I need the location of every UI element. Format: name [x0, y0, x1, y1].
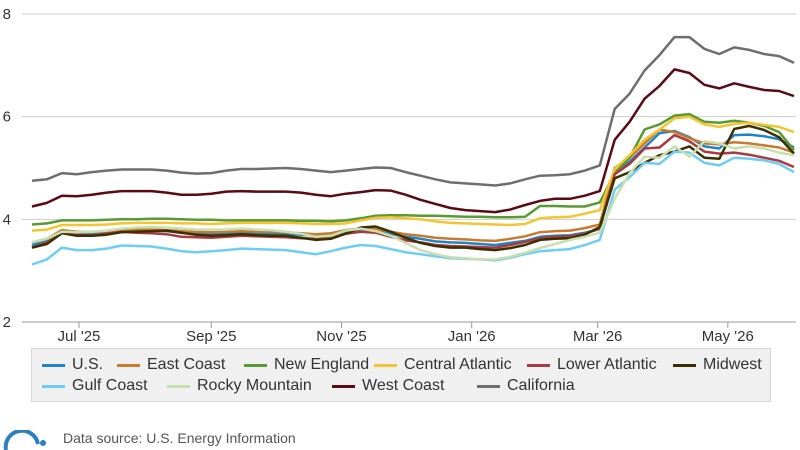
- legend-swatch: [527, 363, 550, 367]
- y-tick-label: 4: [3, 211, 11, 228]
- legend-item: U.S.: [42, 355, 103, 375]
- legend-label: Rocky Mountain: [197, 377, 312, 394]
- legend-swatch: [332, 384, 355, 388]
- legend-label: East Coast: [147, 356, 226, 373]
- legend-swatch: [42, 363, 65, 367]
- line-chart: 2 4 6 8 Jul '25 Sep '25 Nov '25 Jan '26 Mar '26…: [3, 6, 796, 345]
- legend-swatch: [673, 363, 696, 367]
- legend-label: New England: [274, 356, 370, 373]
- legend-item: Rocky Mountain: [167, 376, 312, 396]
- legend-item: West Coast: [332, 376, 444, 396]
- legend-swatch: [374, 363, 397, 367]
- legend-label: California: [507, 377, 575, 394]
- series-line-new-england: [31, 112, 795, 226]
- legend-swatch: [244, 363, 267, 367]
- legend-label: Central Atlantic: [404, 356, 512, 373]
- x-tick-label: Jan '26: [448, 328, 496, 345]
- x-tick-label: Mar '26: [573, 328, 623, 345]
- data-source-text: Data source: U.S. Energy Information: [63, 430, 296, 446]
- legend-item: East Coast: [117, 355, 225, 375]
- chart-legend: U.S. East Coast New England Central Atlanti…: [31, 348, 771, 402]
- legend-item: Central Atlantic: [374, 355, 512, 375]
- series-line-central-atlantic: [31, 115, 795, 232]
- y-tick-label: 2: [3, 314, 11, 331]
- legend-item: Gulf Coast: [42, 376, 148, 396]
- legend-swatch: [117, 363, 140, 367]
- series-line-rocky-mountain: [31, 140, 795, 261]
- x-tick-label: Sep '25: [186, 328, 236, 345]
- legend-label: Lower Atlantic: [557, 356, 657, 373]
- eia-logo-icon: [3, 430, 46, 450]
- legend-label: Gulf Coast: [72, 377, 148, 394]
- legend-swatch: [477, 384, 500, 388]
- legend-item: California: [477, 376, 575, 396]
- series-line-gulf-coast: [31, 150, 795, 266]
- series-line-california: [31, 35, 795, 187]
- legend-swatch: [167, 384, 190, 388]
- x-tick-label: Nov '25: [316, 328, 366, 345]
- legend-item: Lower Atlantic: [527, 355, 657, 375]
- grid-lines: [22, 13, 796, 323]
- legend-swatch: [42, 384, 65, 388]
- series-line-west-coast: [31, 68, 795, 214]
- series-lines: [31, 35, 795, 266]
- series-line-midwest: [31, 124, 795, 252]
- y-tick-label: 6: [3, 109, 11, 126]
- legend-item: Midwest: [673, 355, 762, 375]
- x-tick-label: May '26: [702, 328, 754, 345]
- x-axis-ticks: Jul '25 Sep '25 Nov '25 Jan '26 Mar '26 May '…: [58, 322, 754, 345]
- legend-item: New England: [244, 355, 369, 375]
- legend-label: Midwest: [703, 356, 762, 373]
- y-axis-ticks: 2 4 6 8: [3, 6, 11, 331]
- y-tick-label: 8: [3, 6, 11, 23]
- series-line-east-coast: [31, 128, 795, 244]
- x-tick-label: Jul '25: [58, 328, 101, 345]
- legend-label: West Coast: [362, 377, 445, 394]
- legend-label: U.S.: [72, 356, 104, 373]
